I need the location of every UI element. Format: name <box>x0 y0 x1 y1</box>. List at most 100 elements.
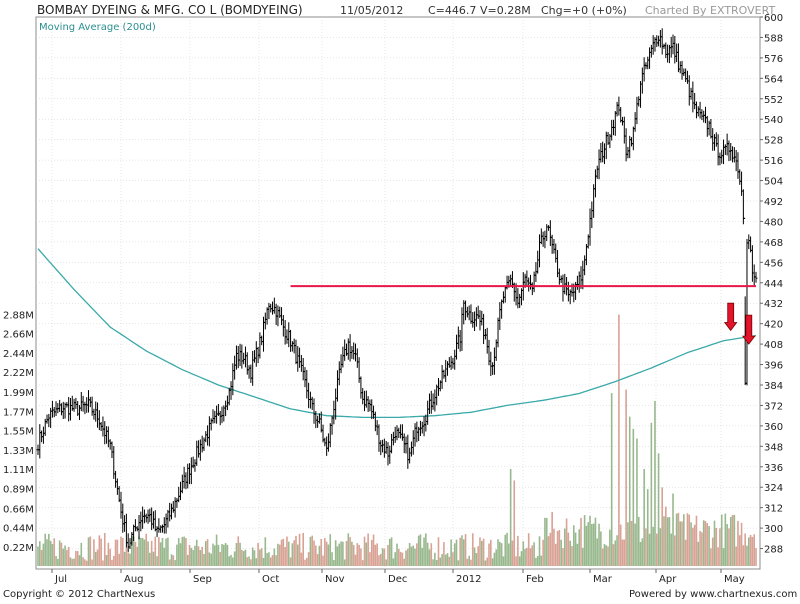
volume-bar <box>704 521 707 566</box>
volume-bar <box>49 540 52 566</box>
volume-bar <box>226 544 229 566</box>
volume-bar <box>612 544 615 566</box>
volume-bar <box>684 539 687 566</box>
volume-bar <box>62 548 65 566</box>
price-tick-label: 516 <box>764 156 783 167</box>
volume-bar <box>250 559 252 566</box>
volume-bar <box>484 560 487 566</box>
price-tick-label: 336 <box>764 463 783 474</box>
volume-bar <box>603 544 606 566</box>
volume-tick-label: 2.66M <box>3 330 34 341</box>
volume-bar <box>661 487 663 566</box>
volume-bar <box>426 542 429 566</box>
volume-bar <box>168 559 171 566</box>
volume-bar <box>233 551 236 566</box>
volume-bar <box>464 534 467 566</box>
volume-bar <box>42 543 45 566</box>
volume-bar <box>356 543 359 566</box>
volume-bar <box>520 551 523 566</box>
volume-bar <box>735 546 737 566</box>
volume-bar <box>563 528 566 566</box>
volume-bar <box>699 530 701 566</box>
volume-bar <box>298 533 301 566</box>
volume-bar <box>531 545 534 566</box>
volume-bar <box>572 525 575 566</box>
volume-bar <box>149 552 151 566</box>
volume-bar <box>365 542 368 566</box>
volume-bar <box>688 514 691 566</box>
volume-bar <box>444 554 447 566</box>
volume-bar <box>574 532 577 566</box>
volume-bar <box>114 539 117 566</box>
volume-bar <box>693 524 696 566</box>
volume-bar <box>273 548 276 566</box>
x-tick-label: Feb <box>526 574 544 585</box>
volume-bar <box>399 551 402 566</box>
price-tick-label: 348 <box>764 442 783 453</box>
volume-bar <box>296 544 299 566</box>
volume-bar <box>417 535 420 566</box>
volume-bar <box>120 536 122 566</box>
volume-bar <box>75 550 77 566</box>
moving-average <box>37 248 757 419</box>
volume-bar <box>223 544 225 566</box>
volume-bar <box>329 534 332 566</box>
volume-bar <box>515 556 517 566</box>
volume-bar <box>311 535 314 566</box>
volume-bar <box>91 559 93 566</box>
volume-bar <box>203 553 205 566</box>
volume-bar <box>659 528 662 566</box>
volume-bar <box>262 557 265 566</box>
volume-bar <box>708 526 710 566</box>
x-tick-label: May <box>724 574 745 585</box>
volume-bar <box>565 518 568 566</box>
volume-bar <box>89 536 92 566</box>
volume-bar <box>129 553 131 566</box>
volume-bar <box>300 552 303 566</box>
volume-bar <box>241 549 243 566</box>
volume-bar <box>131 536 133 566</box>
volume-bar <box>246 557 249 566</box>
volume-bar <box>401 552 404 566</box>
volume-bar <box>96 549 99 566</box>
volume-bar <box>675 513 678 566</box>
x-tick-label: 2012 <box>456 574 481 585</box>
volume-bar <box>648 533 651 566</box>
volume-bar <box>271 555 274 566</box>
volume-bar <box>668 517 671 566</box>
volume-bar <box>197 546 200 566</box>
volume-bar <box>538 536 541 566</box>
volume-bar <box>576 543 579 566</box>
volume-bar <box>244 549 247 566</box>
x-tick-label: Nov <box>325 574 345 585</box>
volume-bar <box>163 547 166 566</box>
volume-bar <box>269 557 272 566</box>
volume-bar <box>179 543 182 566</box>
volume-bar <box>55 555 57 566</box>
volume-bar <box>255 558 258 566</box>
volume-tick-label: 1.11M <box>3 465 34 476</box>
volume-bar <box>327 544 330 566</box>
volume-bar <box>473 547 476 566</box>
volume-bar <box>439 557 442 566</box>
volume-bar <box>201 546 203 566</box>
price-tick-label: 432 <box>764 299 783 310</box>
volume-bar <box>66 549 68 566</box>
volume-bar <box>434 552 436 566</box>
volume-bar <box>432 559 434 566</box>
price-tick-label: 552 <box>764 95 783 106</box>
volume-bar <box>722 548 725 566</box>
volume-bar <box>446 553 449 566</box>
volume-bar <box>190 547 193 566</box>
x-tick-label: Jul <box>54 574 67 585</box>
volume-bar <box>524 548 526 566</box>
volume-bar <box>536 555 539 566</box>
volume-tick-label: 2.44M <box>3 349 34 360</box>
volume-bar <box>349 537 351 566</box>
volume-bar <box>468 555 470 566</box>
volume-bar <box>416 543 418 566</box>
volume-bar <box>490 539 492 566</box>
volume-bar <box>711 537 714 566</box>
volume-bar <box>253 550 256 566</box>
volume-bar <box>430 543 433 566</box>
